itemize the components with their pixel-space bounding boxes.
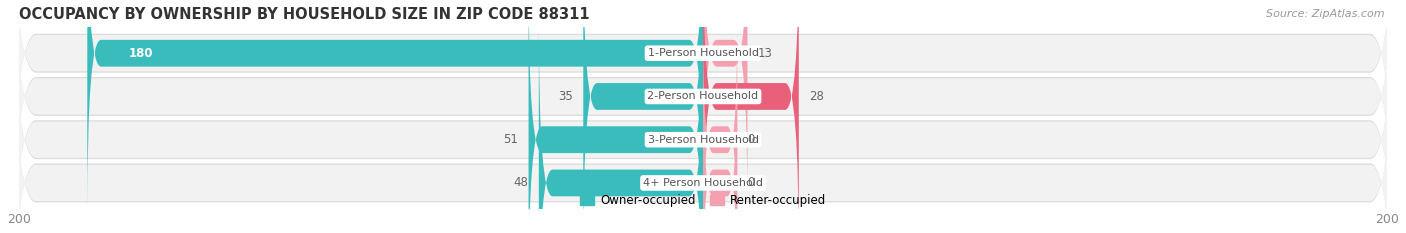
Text: 35: 35 <box>558 90 574 103</box>
FancyBboxPatch shape <box>538 23 703 233</box>
FancyBboxPatch shape <box>8 0 1398 233</box>
Text: OCCUPANCY BY OWNERSHIP BY HOUSEHOLD SIZE IN ZIP CODE 88311: OCCUPANCY BY OWNERSHIP BY HOUSEHOLD SIZE… <box>18 7 589 22</box>
Text: 2-Person Household: 2-Person Household <box>647 92 759 101</box>
FancyBboxPatch shape <box>8 0 1398 233</box>
FancyBboxPatch shape <box>703 0 748 213</box>
FancyBboxPatch shape <box>8 0 1398 233</box>
Text: 13: 13 <box>758 47 773 60</box>
Text: 180: 180 <box>128 47 153 60</box>
Legend: Owner-occupied, Renter-occupied: Owner-occupied, Renter-occupied <box>575 190 831 212</box>
Text: 0: 0 <box>748 176 755 189</box>
FancyBboxPatch shape <box>703 0 799 233</box>
FancyBboxPatch shape <box>8 0 1398 233</box>
FancyBboxPatch shape <box>8 0 1398 233</box>
Text: Source: ZipAtlas.com: Source: ZipAtlas.com <box>1267 9 1385 19</box>
FancyBboxPatch shape <box>8 0 1398 233</box>
Text: 28: 28 <box>808 90 824 103</box>
Text: 51: 51 <box>503 133 519 146</box>
Text: 0: 0 <box>748 133 755 146</box>
Text: 1-Person Household: 1-Person Household <box>648 48 758 58</box>
Text: 48: 48 <box>513 176 529 189</box>
FancyBboxPatch shape <box>87 0 703 213</box>
Text: 3-Person Household: 3-Person Household <box>648 135 758 145</box>
FancyBboxPatch shape <box>703 23 737 233</box>
FancyBboxPatch shape <box>8 0 1398 233</box>
Text: 4+ Person Household: 4+ Person Household <box>643 178 763 188</box>
FancyBboxPatch shape <box>703 67 737 233</box>
FancyBboxPatch shape <box>529 0 703 233</box>
FancyBboxPatch shape <box>8 0 1398 233</box>
FancyBboxPatch shape <box>583 0 703 233</box>
